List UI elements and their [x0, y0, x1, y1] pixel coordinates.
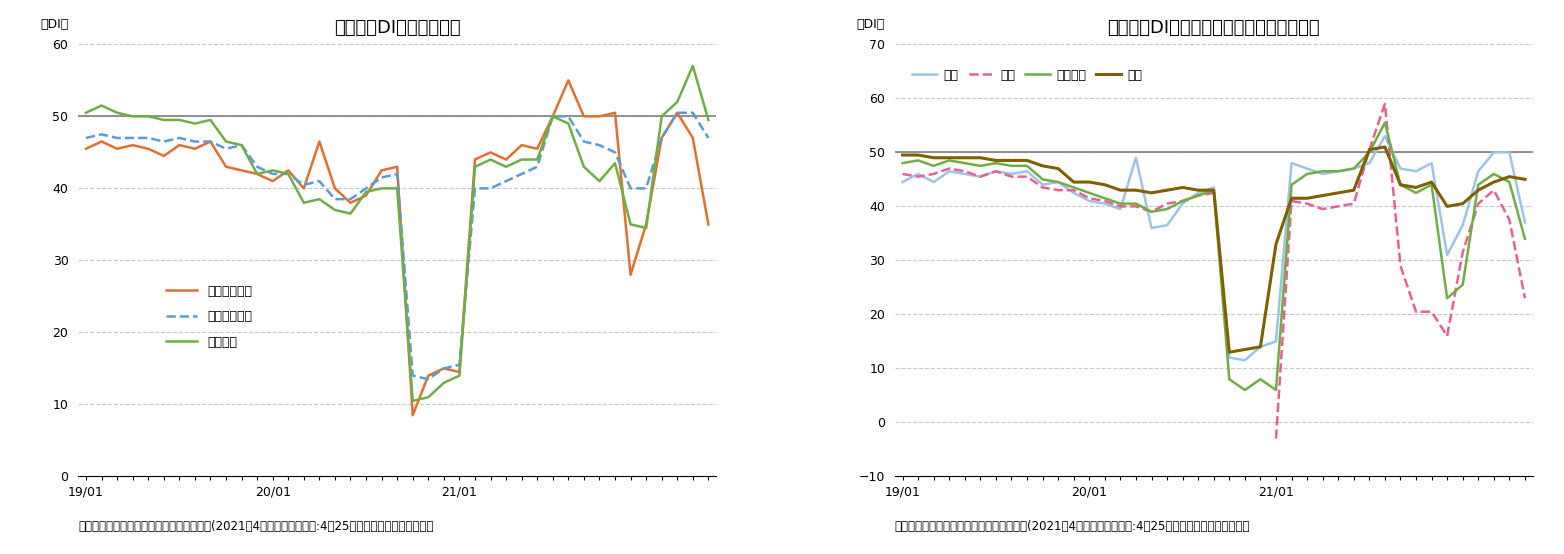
Text: （DI）: （DI） [41, 18, 69, 32]
Title: 現状判断DI（家計動向関連）の内訳の推移: 現状判断DI（家計動向関連）の内訳の推移 [1107, 19, 1320, 37]
Text: （出所）内閣府「景気ウォッチャー調査」(2021年4月調査、調査期間:4月25日から月末、季節調整値）: （出所）内閣府「景気ウォッチャー調査」(2021年4月調査、調査期間:4月25日… [78, 520, 433, 532]
Legend: 家計動向関連, 企業動向関連, 雇用関連: 家計動向関連, 企業動向関連, 雇用関連 [161, 280, 256, 353]
Text: （出所）内閣府「景気ウォッチャー調査」(2021年4月調査、調査期間:4月25日から月末、季節調整値）: （出所）内閣府「景気ウォッチャー調査」(2021年4月調査、調査期間:4月25日… [895, 520, 1250, 532]
Text: （DI）: （DI） [857, 18, 885, 32]
Title: 現状判断DIの内訳の推移: 現状判断DIの内訳の推移 [333, 19, 460, 37]
Legend: 小売, 飲食, サービス, 住宅: 小売, 飲食, サービス, 住宅 [907, 64, 1148, 86]
